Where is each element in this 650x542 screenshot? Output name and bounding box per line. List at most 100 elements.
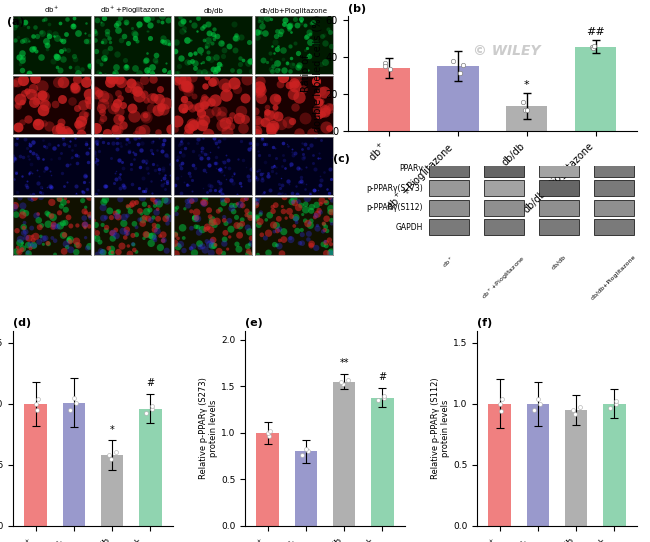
Point	[320, 237, 330, 246]
Point	[175, 160, 185, 169]
Point	[226, 121, 236, 130]
Point	[206, 225, 216, 234]
Bar	[25, 404, 47, 526]
Point	[229, 34, 240, 42]
FancyBboxPatch shape	[484, 161, 524, 177]
Point	[264, 432, 274, 441]
Point	[261, 58, 272, 67]
Point	[43, 29, 53, 38]
Point	[32, 152, 42, 160]
Point	[171, 68, 181, 77]
Point	[215, 186, 226, 195]
Point	[143, 168, 153, 177]
Point	[56, 202, 66, 211]
Point	[88, 27, 99, 35]
Point	[293, 49, 304, 57]
Point	[246, 143, 256, 152]
Point	[105, 37, 115, 46]
Point	[292, 163, 303, 172]
Point	[98, 100, 109, 108]
Point	[79, 214, 90, 222]
Point	[326, 175, 336, 183]
Point	[200, 116, 210, 125]
Point	[271, 163, 281, 171]
Point	[72, 159, 82, 167]
Point	[304, 51, 314, 60]
Point	[91, 154, 101, 163]
Point	[176, 144, 186, 153]
Point	[96, 104, 107, 112]
Point	[265, 211, 275, 220]
Point	[296, 173, 306, 182]
Point	[70, 151, 81, 160]
Point	[55, 118, 66, 127]
Point	[65, 159, 75, 168]
Point	[220, 235, 230, 244]
Point	[81, 208, 91, 217]
Point	[133, 23, 144, 32]
Point	[198, 184, 208, 192]
Point	[244, 145, 254, 153]
Text: db/db+Pioglitazone: db/db+Pioglitazone	[590, 254, 638, 301]
Text: (e): (e)	[245, 319, 263, 328]
Point	[123, 242, 133, 250]
Point	[11, 21, 21, 29]
Point	[174, 62, 185, 70]
Point	[279, 235, 289, 244]
Point	[211, 159, 222, 167]
Point	[307, 159, 318, 167]
Bar	[257, 433, 280, 526]
Point	[112, 50, 122, 59]
Point	[112, 133, 122, 141]
Point	[67, 96, 77, 105]
Point	[379, 393, 389, 402]
Point	[144, 34, 155, 42]
Point	[202, 41, 212, 50]
Point	[258, 140, 268, 149]
Point	[129, 246, 140, 254]
Point	[318, 240, 328, 249]
Point	[42, 209, 52, 217]
Text: db$^+$+Pioglitazone: db$^+$+Pioglitazone	[480, 254, 528, 302]
Point	[199, 166, 209, 175]
Point	[110, 209, 120, 217]
Point	[264, 150, 274, 159]
Point	[257, 134, 268, 143]
Point	[309, 213, 320, 222]
Point	[307, 203, 317, 211]
Point	[61, 140, 72, 149]
Point	[298, 179, 308, 188]
Point	[122, 211, 133, 220]
Point	[60, 30, 71, 38]
Point	[147, 149, 157, 157]
Point	[310, 133, 320, 141]
Point	[231, 34, 241, 42]
Point	[255, 170, 266, 179]
Point	[246, 164, 257, 173]
Point	[146, 68, 157, 77]
Point	[206, 182, 216, 190]
Point	[27, 45, 37, 54]
Point	[196, 121, 207, 130]
Point	[176, 171, 186, 180]
Point	[146, 216, 156, 224]
Point	[106, 249, 116, 257]
Point	[58, 198, 69, 207]
Point	[277, 249, 287, 258]
Point	[143, 27, 153, 35]
Point	[103, 138, 113, 147]
Point	[12, 100, 22, 109]
Point	[230, 46, 240, 54]
Point	[161, 150, 172, 159]
Point	[219, 133, 229, 142]
Point	[127, 23, 137, 32]
Point	[139, 76, 150, 85]
Point	[130, 150, 140, 158]
Point	[458, 60, 469, 69]
Point	[31, 118, 42, 126]
Point	[268, 109, 279, 118]
Point	[191, 138, 202, 147]
Point	[287, 60, 298, 69]
Point	[178, 82, 188, 91]
Point	[54, 124, 64, 133]
